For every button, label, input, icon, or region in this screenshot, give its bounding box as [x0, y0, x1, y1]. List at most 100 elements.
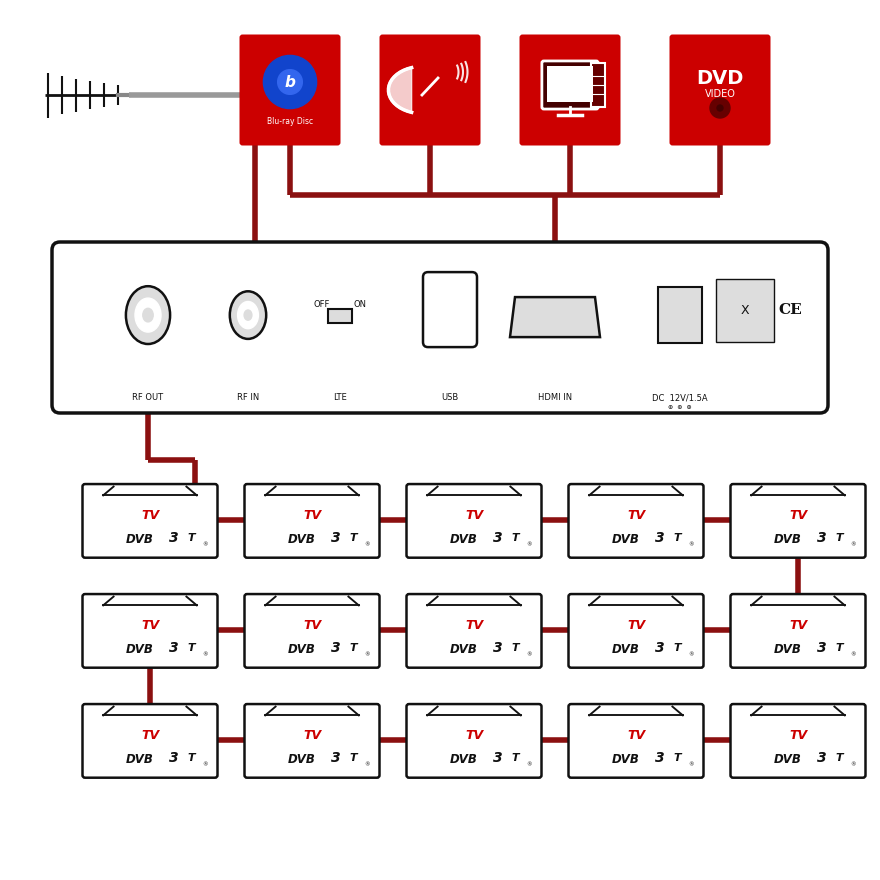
- FancyBboxPatch shape: [670, 34, 771, 145]
- Text: 3: 3: [493, 641, 502, 655]
- Text: ®: ®: [850, 542, 855, 547]
- Text: T: T: [674, 532, 681, 543]
- FancyBboxPatch shape: [407, 484, 541, 558]
- Text: 3: 3: [817, 531, 826, 545]
- Text: DVB: DVB: [450, 643, 478, 656]
- Text: T: T: [836, 532, 843, 543]
- Text: ®: ®: [202, 542, 208, 547]
- FancyBboxPatch shape: [519, 34, 620, 145]
- Text: T: T: [512, 642, 519, 653]
- Text: RF OUT: RF OUT: [132, 393, 164, 402]
- FancyBboxPatch shape: [542, 61, 598, 109]
- Circle shape: [263, 55, 317, 108]
- FancyBboxPatch shape: [83, 484, 217, 558]
- Text: CE: CE: [778, 303, 802, 317]
- FancyBboxPatch shape: [245, 484, 379, 558]
- Ellipse shape: [135, 298, 161, 332]
- FancyBboxPatch shape: [407, 704, 541, 778]
- Text: ®: ®: [688, 652, 693, 657]
- Circle shape: [278, 70, 303, 94]
- Text: ®: ®: [850, 762, 855, 767]
- FancyBboxPatch shape: [83, 704, 217, 778]
- Text: ®: ®: [526, 542, 532, 547]
- Text: ®: ®: [688, 762, 693, 767]
- Circle shape: [710, 98, 730, 118]
- Text: USB: USB: [442, 393, 458, 402]
- Text: TV: TV: [141, 510, 159, 522]
- Text: 3: 3: [331, 751, 341, 765]
- Ellipse shape: [230, 291, 267, 339]
- FancyBboxPatch shape: [423, 272, 477, 347]
- Text: DC  12V/1.5A: DC 12V/1.5A: [652, 393, 708, 402]
- FancyBboxPatch shape: [52, 242, 828, 413]
- Text: T: T: [512, 752, 519, 763]
- Text: ®: ®: [526, 652, 532, 657]
- Text: TV: TV: [627, 510, 645, 522]
- Text: TV: TV: [789, 510, 807, 522]
- Bar: [658, 287, 702, 343]
- Text: VIDEO: VIDEO: [705, 89, 736, 99]
- Text: ON: ON: [354, 300, 366, 309]
- Text: TV: TV: [465, 510, 483, 522]
- Text: DVD: DVD: [696, 69, 744, 87]
- Text: TV: TV: [789, 620, 807, 632]
- Text: ®: ®: [202, 762, 208, 767]
- FancyBboxPatch shape: [245, 704, 379, 778]
- Text: 3: 3: [169, 531, 179, 545]
- Text: 3: 3: [169, 641, 179, 655]
- Text: T: T: [187, 642, 195, 653]
- Text: T: T: [187, 532, 195, 543]
- Text: TV: TV: [627, 730, 645, 742]
- Text: DVB: DVB: [774, 533, 802, 546]
- FancyBboxPatch shape: [407, 594, 541, 668]
- Text: 3: 3: [169, 751, 179, 765]
- Text: DVB: DVB: [612, 533, 640, 546]
- Text: T: T: [349, 642, 357, 653]
- Text: 3: 3: [493, 751, 502, 765]
- Bar: [591, 63, 605, 107]
- Polygon shape: [510, 297, 600, 337]
- Text: T: T: [674, 752, 681, 763]
- Text: DVB: DVB: [288, 643, 316, 656]
- Text: 3: 3: [655, 531, 664, 545]
- Text: b: b: [284, 75, 296, 90]
- Ellipse shape: [244, 310, 252, 320]
- Text: X: X: [741, 304, 749, 317]
- Text: TV: TV: [627, 620, 645, 632]
- Text: 3: 3: [655, 751, 664, 765]
- Text: TV: TV: [303, 620, 321, 632]
- Text: ®: ®: [363, 762, 370, 767]
- Text: TV: TV: [141, 620, 159, 632]
- FancyBboxPatch shape: [83, 594, 217, 668]
- FancyBboxPatch shape: [568, 704, 703, 778]
- Text: 3: 3: [331, 641, 341, 655]
- FancyBboxPatch shape: [730, 484, 866, 558]
- Text: T: T: [836, 752, 843, 763]
- FancyBboxPatch shape: [730, 594, 866, 668]
- FancyBboxPatch shape: [568, 484, 703, 558]
- Text: T: T: [512, 532, 519, 543]
- Text: TV: TV: [465, 620, 483, 632]
- Ellipse shape: [238, 302, 259, 329]
- Text: ⊕  ⊕  ⊕: ⊕ ⊕ ⊕: [668, 405, 692, 410]
- Ellipse shape: [143, 308, 153, 322]
- FancyBboxPatch shape: [245, 594, 379, 668]
- Text: RF IN: RF IN: [237, 393, 259, 402]
- Ellipse shape: [126, 286, 170, 344]
- Text: HDMI IN: HDMI IN: [538, 393, 572, 402]
- FancyBboxPatch shape: [730, 704, 866, 778]
- FancyBboxPatch shape: [379, 34, 480, 145]
- Text: T: T: [349, 532, 357, 543]
- Text: DVB: DVB: [450, 533, 478, 546]
- Text: T: T: [349, 752, 357, 763]
- Text: ®: ®: [850, 652, 855, 657]
- Text: ®: ®: [363, 652, 370, 657]
- Text: ®: ®: [202, 652, 208, 657]
- Text: DVB: DVB: [288, 753, 316, 766]
- Text: 3: 3: [655, 641, 664, 655]
- Text: DVB: DVB: [126, 753, 153, 766]
- Text: DVB: DVB: [612, 753, 640, 766]
- Text: DVB: DVB: [126, 533, 153, 546]
- FancyBboxPatch shape: [568, 594, 703, 668]
- Text: DVB: DVB: [450, 753, 478, 766]
